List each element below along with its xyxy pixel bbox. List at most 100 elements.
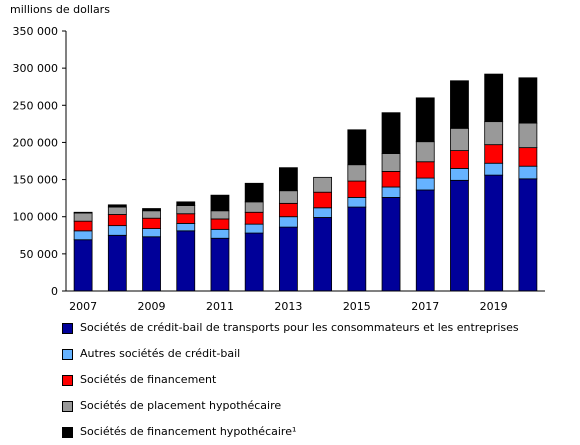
- x-tick-label: 2015: [343, 300, 371, 313]
- bar-segment-2019-s3: [484, 144, 504, 164]
- bar-segment-2008-s1: [107, 234, 127, 292]
- y-tick-label: 100 000: [13, 211, 59, 224]
- bar-segment-2012-s5: [244, 182, 264, 203]
- bar-segment-2014-s3: [313, 191, 333, 209]
- bar-segment-2014-s1: [313, 217, 333, 292]
- bar-segment-2018-s4: [450, 127, 469, 151]
- y-tick-label: 50 000: [20, 248, 59, 261]
- legend-swatch: [62, 349, 73, 360]
- bar-segment-2017-s1: [415, 189, 435, 292]
- legend-label: Sociétés de crédit-bail de transports po…: [80, 321, 519, 334]
- x-tick-label: 2017: [411, 300, 439, 313]
- bar-segment-2013-s2: [278, 216, 298, 228]
- bar-segment-2008-s5: [107, 204, 127, 208]
- bar-segment-2018-s2: [450, 168, 469, 181]
- y-tick-label: 300 000: [13, 62, 59, 75]
- legend-swatch: [62, 427, 73, 438]
- bar-segment-2009-s3: [142, 217, 161, 229]
- bar-segment-2020-s2: [518, 165, 538, 180]
- legend-label: Sociétés de financement hypothécaire¹: [80, 425, 297, 438]
- bar-segment-2019-s2: [484, 162, 504, 176]
- bar-segment-2011-s5: [210, 194, 230, 212]
- bar-segment-2011-s4: [210, 210, 230, 220]
- bar-segment-2015-s3: [347, 180, 367, 198]
- bar-segment-2008-s2: [107, 225, 127, 236]
- legend-swatch: [62, 323, 73, 334]
- bar-segment-2014-s4: [313, 176, 333, 193]
- y-tick-label: 350 000: [13, 25, 59, 38]
- bar-segment-2010-s3: [176, 213, 196, 224]
- bar-segment-2011-s1: [210, 237, 230, 292]
- bar-segment-2013-s4: [278, 190, 298, 204]
- bar-segment-2015-s1: [347, 206, 367, 292]
- bar-segment-2019-s4: [484, 121, 504, 146]
- legend-label: Sociétés de placement hypothécaire: [80, 399, 282, 412]
- x-tick-label: 2013: [274, 300, 302, 313]
- y-tick-label: 250 000: [13, 99, 59, 112]
- bar-segment-2013-s5: [278, 167, 298, 192]
- bar-segment-2009-s2: [142, 228, 161, 238]
- bar-segment-2016-s5: [381, 112, 401, 154]
- bar-segment-2012-s3: [244, 211, 264, 225]
- bar-segment-2015-s2: [347, 196, 367, 208]
- bar-segment-2013-s3: [278, 202, 298, 218]
- bar-segment-2013-s1: [278, 226, 298, 292]
- x-axis: 2007 2009 2011 2013 2015 2017 2019: [69, 300, 508, 313]
- bar-segment-2012-s2: [244, 223, 264, 234]
- bar-segment-2016-s3: [381, 170, 401, 188]
- y-tick-label: 0: [51, 285, 58, 298]
- bar-segment-2016-s4: [381, 153, 401, 172]
- bar-segment-2017-s5: [415, 97, 435, 143]
- bar-segment-2012-s4: [244, 201, 264, 213]
- x-tick-label: 2011: [206, 300, 234, 313]
- bar-segment-2008-s3: [107, 214, 127, 227]
- y-axis-title: millions de dollars: [10, 3, 110, 16]
- bar-segment-2020-s5: [518, 77, 538, 124]
- legend-swatch: [62, 375, 73, 386]
- bar-segment-2007-s1: [73, 239, 93, 292]
- bar-segment-2007-s3: [73, 220, 93, 232]
- bar-segment-2017-s4: [415, 141, 435, 163]
- bar-segment-2017-s2: [415, 177, 435, 191]
- bar-segment-2010-s1: [176, 230, 196, 292]
- x-tick-label: 2009: [138, 300, 166, 313]
- y-axis: 0 50 000 100 000 150 000 200 000 250 000 300 0…: [13, 25, 66, 298]
- bar-segment-2018-s3: [450, 150, 469, 169]
- bar-segment-2008-s4: [107, 206, 127, 215]
- bar-segment-2011-s3: [210, 218, 230, 230]
- bar-segment-2015-s5: [347, 129, 367, 166]
- bar-segment-2009-s1: [142, 236, 161, 292]
- bar-segment-2009-s5: [142, 208, 161, 212]
- bars: [73, 73, 538, 292]
- legend-swatch: [62, 401, 73, 412]
- bar-segment-2020-s3: [518, 147, 538, 167]
- bar-segment-2020-s1: [518, 178, 538, 292]
- bar-segment-2007-s2: [73, 230, 93, 241]
- y-tick-label: 150 000: [13, 174, 59, 187]
- bar-segment-2010-s5: [176, 201, 196, 206]
- bar-segment-2018-s1: [450, 179, 469, 292]
- bar-segment-2010-s4: [176, 205, 196, 215]
- y-tick-label: 200 000: [13, 136, 59, 149]
- bar-segment-2020-s4: [518, 122, 538, 149]
- bar-segment-2015-s4: [347, 164, 367, 182]
- x-tick-label: 2019: [480, 300, 508, 313]
- bar-segment-2017-s3: [415, 161, 435, 179]
- bar-segment-2016-s1: [381, 196, 401, 292]
- legend-label: Sociétés de financement: [80, 373, 217, 386]
- legend-label: Autres sociétés de crédit-bail: [80, 347, 241, 360]
- bar-segment-2007-s4: [73, 212, 93, 222]
- bar-segment-2009-s4: [142, 210, 161, 219]
- bar-segment-2011-s2: [210, 228, 230, 239]
- x-tick-label: 2007: [69, 300, 97, 313]
- bar-segment-2014-s2: [313, 207, 333, 218]
- bar-segment-2016-s2: [381, 186, 401, 198]
- bar-segment-2018-s5: [450, 80, 469, 129]
- bar-segment-2019-s5: [484, 73, 504, 123]
- bar-segment-2007-s5: [73, 211, 93, 214]
- axes: [65, 31, 545, 292]
- bar-segment-2019-s1: [484, 174, 504, 292]
- bar-segment-2010-s2: [176, 222, 196, 232]
- bar-segment-2012-s1: [244, 232, 264, 292]
